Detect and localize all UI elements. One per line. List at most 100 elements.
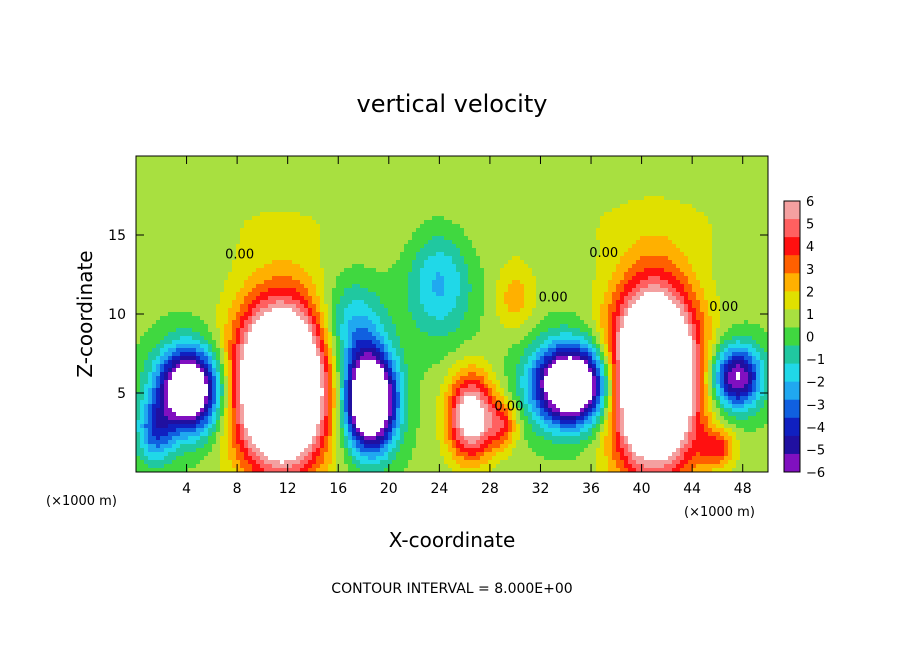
heatmap-cell [320, 248, 325, 253]
heatmap-cell [224, 236, 229, 241]
heatmap-cell [408, 228, 413, 233]
heatmap-cell [196, 260, 201, 265]
heatmap-cell [296, 272, 301, 277]
heatmap-cell [712, 196, 717, 201]
heatmap-cell [396, 236, 401, 241]
heatmap-cell [640, 208, 645, 213]
heatmap-cell [692, 192, 697, 197]
heatmap-cell [484, 156, 489, 161]
heatmap-cell [576, 228, 581, 233]
heatmap-cell [376, 156, 381, 161]
heatmap-cell [272, 260, 277, 265]
heatmap-cell [452, 208, 457, 213]
heatmap-cell [388, 156, 393, 161]
heatmap-cell [412, 172, 417, 177]
heatmap-cell [224, 184, 229, 189]
heatmap-cell [320, 164, 325, 169]
heatmap-cell [552, 188, 557, 193]
heatmap-cell [724, 160, 729, 165]
heatmap-cell [528, 212, 533, 217]
heatmap-cell [684, 156, 689, 161]
heatmap-cell [136, 196, 141, 201]
heatmap-cell [676, 168, 681, 173]
heatmap-cell [568, 268, 573, 273]
heatmap-cell [272, 168, 277, 173]
heatmap-cell [744, 200, 749, 205]
heatmap-cell [756, 236, 761, 241]
heatmap-cell [276, 248, 281, 253]
heatmap-cell [552, 196, 557, 201]
heatmap-cell [240, 188, 245, 193]
heatmap-cell [416, 240, 421, 245]
heatmap-cell [212, 192, 217, 197]
heatmap-cell [728, 260, 733, 265]
heatmap-cell [248, 276, 253, 281]
heatmap-cell [296, 228, 301, 233]
heatmap-cell [464, 276, 469, 281]
heatmap-cell [372, 272, 377, 277]
heatmap-cell [212, 208, 217, 213]
heatmap-cell [672, 200, 677, 205]
heatmap-cell [460, 168, 465, 173]
heatmap-cell [552, 172, 557, 177]
heatmap-cell [220, 216, 225, 221]
heatmap-cell [180, 256, 185, 261]
heatmap-cell [408, 252, 413, 257]
heatmap-cell [632, 160, 637, 165]
heatmap-cell [292, 160, 297, 165]
heatmap-cell [464, 172, 469, 177]
heatmap-cell [176, 260, 181, 265]
heatmap-cell [228, 276, 233, 281]
heatmap-cell [420, 212, 425, 217]
heatmap-cell [660, 196, 665, 201]
heatmap-cell [564, 276, 569, 281]
heatmap-cell [284, 172, 289, 177]
heatmap-cell [572, 264, 577, 269]
heatmap-cell [764, 204, 769, 209]
heatmap-cell [160, 248, 165, 253]
heatmap-cell [256, 260, 261, 265]
heatmap-cell [524, 252, 529, 257]
heatmap-cell [292, 232, 297, 237]
heatmap-cell [616, 200, 621, 205]
heatmap-cell [660, 168, 665, 173]
heatmap-cell [328, 268, 333, 273]
heatmap-cell [352, 272, 357, 277]
heatmap-cell [212, 276, 217, 281]
heatmap-cell [148, 264, 153, 269]
heatmap-cell [260, 216, 265, 221]
heatmap-cell [264, 244, 269, 249]
heatmap-cell [404, 164, 409, 169]
heatmap-cell [376, 192, 381, 197]
heatmap-cell [208, 240, 213, 245]
heatmap-cell [600, 256, 605, 261]
heatmap-cell [748, 180, 753, 185]
heatmap-cell [252, 164, 257, 169]
heatmap-cell [340, 220, 345, 225]
heatmap-cell [516, 244, 521, 249]
heatmap-cell [700, 204, 705, 209]
heatmap-cell [268, 160, 273, 165]
heatmap-cell [696, 268, 701, 273]
heatmap-cell [148, 216, 153, 221]
heatmap-cell [648, 196, 653, 201]
heatmap-cell [724, 172, 729, 177]
heatmap-cell [560, 264, 565, 269]
heatmap-cell [372, 192, 377, 197]
heatmap-cell [552, 160, 557, 165]
heatmap-cell [188, 160, 193, 165]
heatmap-cell [424, 160, 429, 165]
heatmap-cell [516, 272, 521, 277]
heatmap-cell [408, 184, 413, 189]
heatmap-cell [380, 188, 385, 193]
heatmap-cell [224, 196, 229, 201]
heatmap-cell [448, 204, 453, 209]
heatmap-cell [632, 232, 637, 237]
heatmap-cell [652, 176, 657, 181]
heatmap-cell [352, 212, 357, 217]
heatmap-cell [640, 200, 645, 205]
heatmap-cell [736, 232, 741, 237]
heatmap-cell [488, 224, 493, 229]
heatmap-cell [716, 224, 721, 229]
heatmap-cell [336, 272, 341, 277]
